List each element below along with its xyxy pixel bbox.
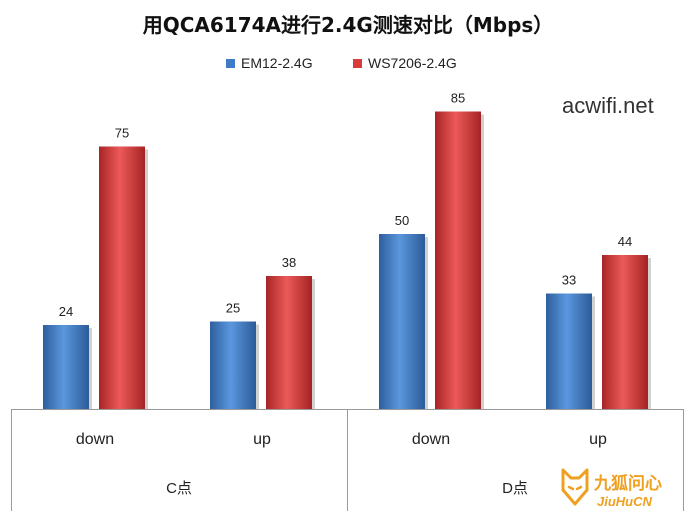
value-label-em12-2: 50 [395, 213, 409, 228]
bar-em12-1 [210, 321, 256, 409]
value-label-ws7206-1: 38 [282, 255, 296, 270]
fox-logo: 九狐问心 JiuHuCN [561, 468, 662, 509]
bar-em12-2 [379, 234, 425, 409]
value-label-em12-3: 33 [562, 273, 576, 288]
group-label-d: D点 [502, 480, 528, 497]
bar-ws7206-2 [435, 111, 481, 409]
legend: EM12-2.4G WS7206-2.4G [226, 55, 457, 71]
value-label-ws7206-3: 44 [618, 234, 632, 249]
axis-frame [11, 409, 684, 511]
category-label-c-up: up [253, 431, 271, 448]
bar-ws7206-0 [99, 146, 145, 409]
legend-swatch-ws7206 [353, 59, 362, 68]
watermark-text: acwifi.net [562, 93, 654, 118]
category-label-c-down: down [76, 431, 114, 448]
value-label-ws7206-0: 75 [115, 126, 129, 141]
bar-ws7206-1 [266, 276, 312, 409]
chart-title: 用QCA6174A进行2.4G测速对比（Mbps） [143, 13, 554, 37]
value-label-em12-0: 24 [59, 304, 73, 319]
bars-layer [43, 111, 651, 409]
value-labels-layer: 24 25 50 33 75 38 85 44 [59, 91, 632, 320]
legend-label-em12: EM12-2.4G [241, 55, 313, 71]
group-label-c: C点 [166, 480, 192, 497]
bar-ws7206-3 [602, 255, 648, 409]
bar-em12-0 [43, 325, 89, 409]
legend-swatch-em12 [226, 59, 235, 68]
bar-em12-3 [546, 293, 592, 409]
value-label-em12-1: 25 [226, 301, 240, 316]
value-label-ws7206-2: 85 [451, 91, 465, 106]
category-label-d-down: down [412, 431, 450, 448]
legend-label-ws7206: WS7206-2.4G [368, 55, 457, 71]
category-label-d-up: up [589, 431, 607, 448]
fox-logo-eyes-icon [567, 485, 583, 491]
logo-cn-text: 九狐问心 [593, 473, 662, 493]
fox-logo-icon [561, 468, 589, 506]
logo-en-text: JiuHuCN [597, 494, 653, 509]
